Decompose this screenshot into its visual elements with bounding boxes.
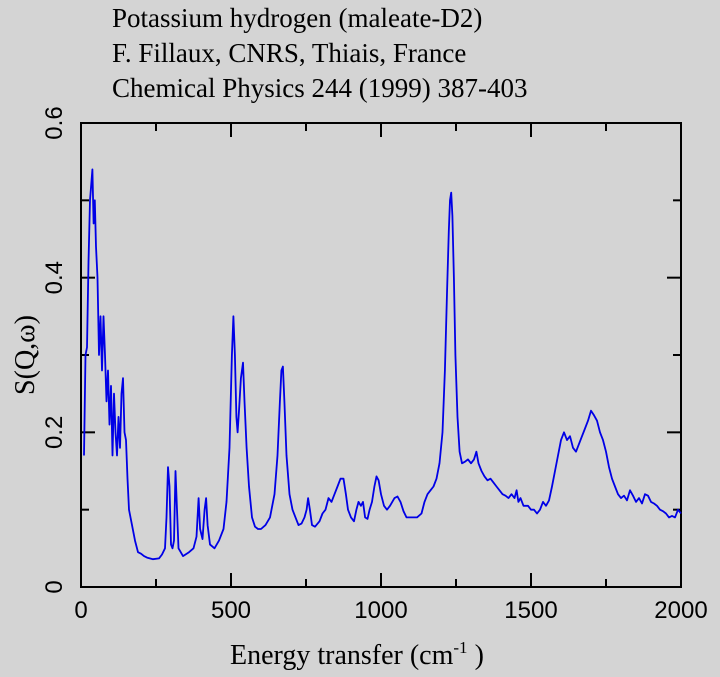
y-tick-label: 0.2 — [41, 416, 68, 449]
x-axis-label: Energy transfer (cm-1 ) — [230, 638, 484, 671]
x-tick-label: 1500 — [504, 597, 557, 624]
title-line-3: Chemical Physics 244 (1999) 387-403 — [112, 73, 527, 103]
title-line-1: Potassium hydrogen (maleate-D2) — [112, 3, 482, 33]
x-tick-label: 2000 — [654, 597, 707, 624]
x-tick-label: 0 — [74, 597, 87, 624]
title-line-2: F. Fillaux, CNRS, Thiais, France — [112, 38, 466, 68]
chart-title: Potassium hydrogen (maleate-D2) F. Filla… — [112, 3, 527, 103]
x-axis-label-text: Energy transfer (cm — [230, 640, 454, 671]
y-axis-label: S(Q,ω) — [10, 315, 41, 395]
x-tick-labels: 0 500 1000 1500 2000 — [74, 597, 707, 624]
x-axis-label-close: ) — [468, 640, 484, 671]
x-tick-label: 500 — [211, 597, 251, 624]
y-tick-labels: 0 0.2 0.4 0.6 — [41, 106, 68, 593]
series-line — [83, 168, 682, 561]
y-tick-label: 0.4 — [41, 261, 68, 294]
y-tick-label: 0 — [41, 580, 68, 593]
x-tick-label: 1000 — [354, 597, 407, 624]
axis-ticks — [80, 122, 682, 588]
y-tick-label: 0.6 — [41, 106, 68, 139]
x-axis-label-superscript: -1 — [453, 638, 467, 657]
